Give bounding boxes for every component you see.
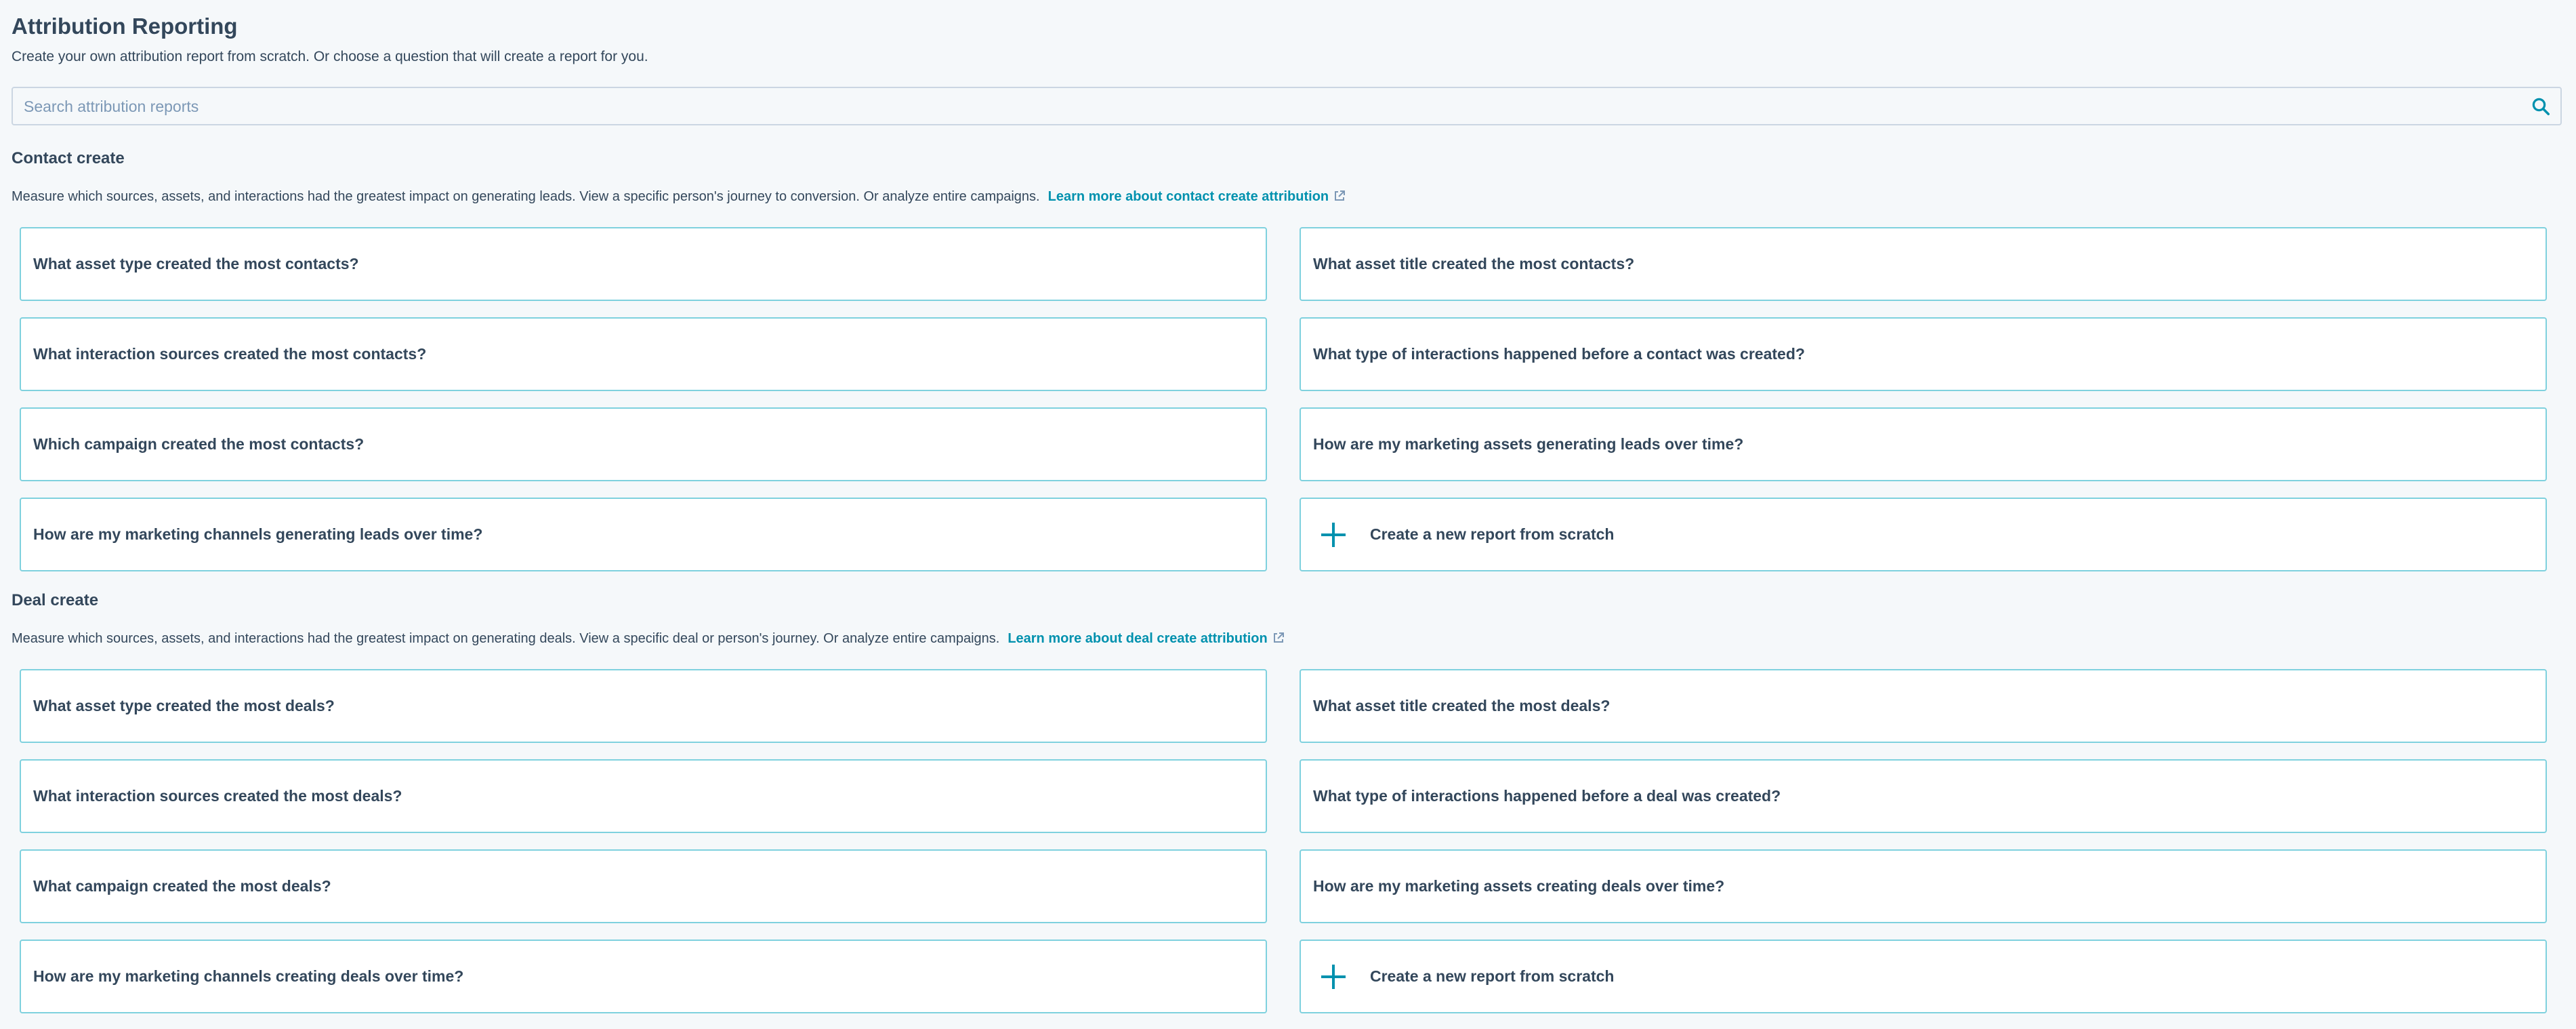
card-label: How are my marketing assets creating dea…: [1313, 877, 1725, 895]
plus-icon: [1321, 964, 1346, 989]
external-link-icon: [1273, 632, 1284, 643]
card-label: What interaction sources created the mos…: [33, 787, 402, 805]
search-icon[interactable]: [2531, 96, 2551, 117]
plus-icon: [1321, 522, 1346, 547]
learn-more-link[interactable]: Learn more about contact create attribut…: [1048, 189, 1347, 204]
section-description: Measure which sources, assets, and inter…: [12, 189, 1346, 205]
card-label: How are my marketing channels creating d…: [33, 967, 464, 985]
report-question-card[interactable]: What asset title created the most deals?: [1300, 669, 2547, 743]
card-label: Which campaign created the most contacts…: [33, 435, 365, 453]
report-question-card[interactable]: What asset type created the most deals?: [20, 669, 1267, 743]
page-subtitle: Create your own attribution report from …: [12, 49, 648, 64]
card-label: What type of interactions happened befor…: [1313, 345, 1805, 363]
report-question-card[interactable]: Which campaign created the most contacts…: [20, 407, 1267, 481]
card-label: What interaction sources created the mos…: [33, 345, 427, 363]
card-label: What asset type created the most deals?: [33, 697, 335, 714]
card-label: What asset type created the most contact…: [33, 255, 359, 273]
external-link-icon: [1335, 190, 1346, 201]
report-question-card[interactable]: What interaction sources created the mos…: [20, 317, 1267, 391]
card-label: What asset title created the most deals?: [1313, 697, 1611, 714]
report-question-card[interactable]: What asset type created the most contact…: [20, 227, 1267, 301]
report-question-card[interactable]: What campaign created the most deals?: [20, 849, 1267, 923]
create-report-card[interactable]: Create a new report from scratch: [1300, 940, 2547, 1013]
card-label: How are my marketing channels generating…: [33, 525, 483, 543]
report-question-card[interactable]: What interaction sources created the mos…: [20, 759, 1267, 833]
report-question-card[interactable]: How are my marketing channels generating…: [20, 498, 1267, 571]
description-text: Measure which sources, assets, and inter…: [12, 189, 1040, 204]
report-question-card[interactable]: What type of interactions happened befor…: [1300, 317, 2547, 391]
card-label: What asset title created the most contac…: [1313, 255, 1635, 273]
report-question-card[interactable]: How are my marketing channels creating d…: [20, 940, 1267, 1013]
search-box: [12, 87, 2562, 125]
card-label: Create a new report from scratch: [1370, 525, 1615, 543]
section-heading: Contact create: [12, 149, 125, 167]
report-question-card[interactable]: What asset title created the most contac…: [1300, 227, 2547, 301]
section-heading: Deal create: [12, 591, 99, 609]
create-report-card[interactable]: Create a new report from scratch: [1300, 498, 2547, 571]
card-label: How are my marketing assets generating l…: [1313, 435, 1744, 453]
learn-more-link[interactable]: Learn more about deal create attribution: [1007, 631, 1285, 646]
report-question-card[interactable]: How are my marketing assets creating dea…: [1300, 849, 2547, 923]
search-input[interactable]: [22, 88, 2505, 125]
report-question-card[interactable]: How are my marketing assets generating l…: [1300, 407, 2547, 481]
report-question-card[interactable]: What type of interactions happened befor…: [1300, 759, 2547, 833]
page-title: Attribution Reporting: [12, 14, 238, 39]
description-text: Measure which sources, assets, and inter…: [12, 631, 1000, 646]
card-label: Create a new report from scratch: [1370, 967, 1615, 985]
card-label: What campaign created the most deals?: [33, 877, 331, 895]
section-description: Measure which sources, assets, and inter…: [12, 631, 1285, 647]
learn-more-label: Learn more about deal create attribution: [1007, 631, 1268, 646]
learn-more-label: Learn more about contact create attribut…: [1047, 189, 1329, 204]
card-label: What type of interactions happened befor…: [1313, 787, 1781, 805]
